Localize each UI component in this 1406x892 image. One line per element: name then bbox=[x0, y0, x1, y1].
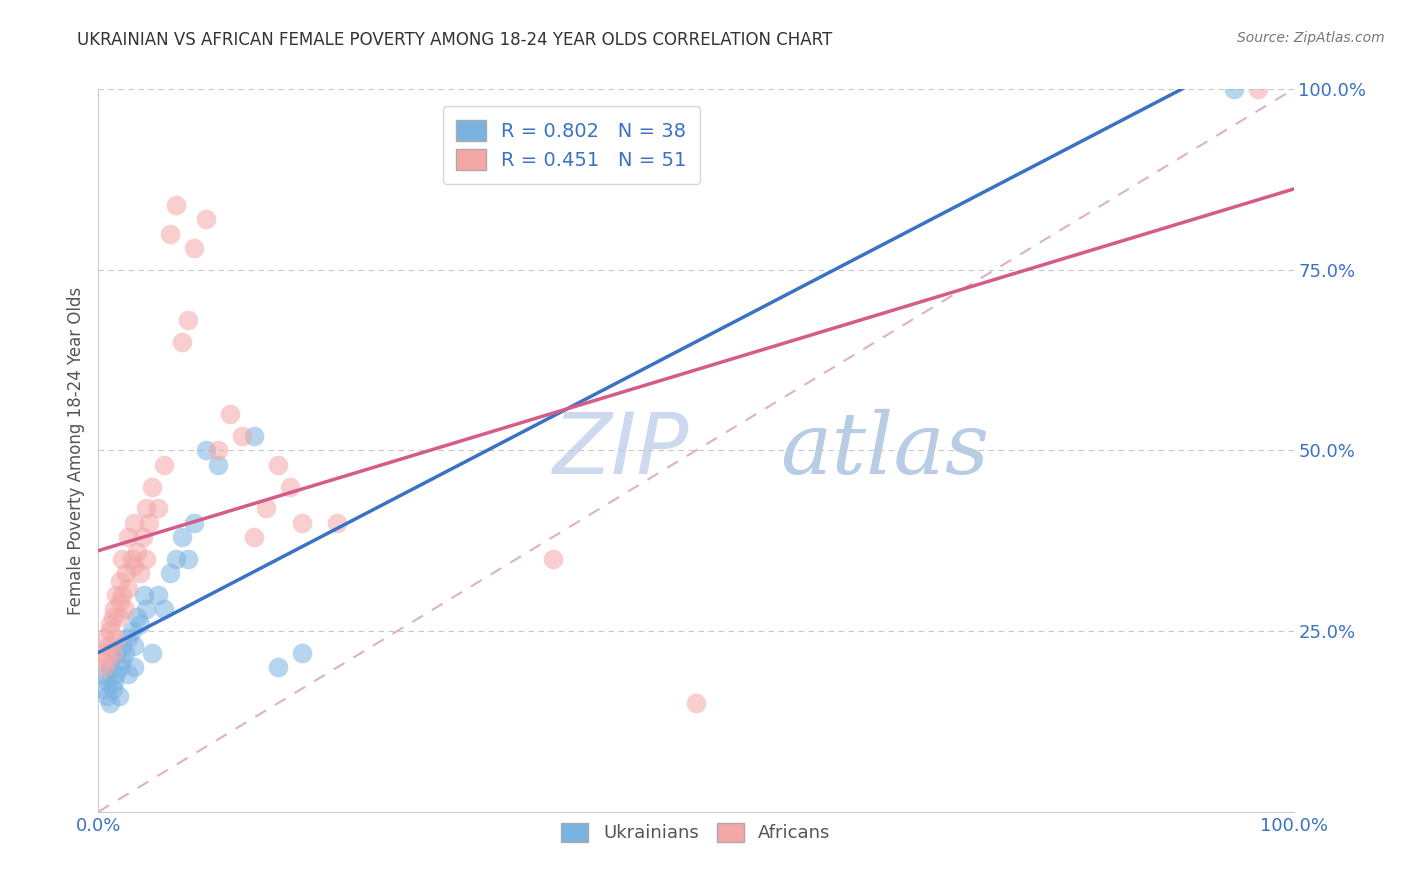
Point bbox=[129, 616, 152, 631]
Point bbox=[219, 407, 242, 421]
Point bbox=[159, 566, 181, 581]
Point bbox=[125, 544, 148, 558]
Point bbox=[98, 616, 122, 631]
Point bbox=[291, 516, 314, 530]
Point bbox=[96, 653, 118, 667]
Point bbox=[131, 530, 153, 544]
Point bbox=[1223, 82, 1246, 96]
Point bbox=[141, 480, 163, 494]
Point bbox=[97, 674, 120, 689]
Point bbox=[172, 334, 194, 349]
Point bbox=[153, 602, 176, 616]
Legend: Ukrainians, Africans: Ukrainians, Africans bbox=[554, 815, 838, 850]
Point bbox=[685, 696, 707, 710]
Point bbox=[103, 602, 125, 616]
Point bbox=[207, 443, 229, 458]
Point bbox=[103, 674, 125, 689]
Point bbox=[195, 212, 218, 227]
Point bbox=[114, 602, 136, 616]
Point bbox=[111, 551, 134, 566]
Point bbox=[243, 429, 266, 443]
Point bbox=[93, 681, 115, 696]
Point bbox=[121, 551, 143, 566]
Point bbox=[132, 588, 155, 602]
Point bbox=[93, 646, 115, 660]
Point bbox=[165, 198, 187, 212]
Point bbox=[135, 551, 157, 566]
Point bbox=[101, 609, 124, 624]
Point bbox=[177, 313, 200, 327]
Point bbox=[254, 501, 277, 516]
Point bbox=[243, 530, 266, 544]
Point bbox=[117, 530, 139, 544]
Point bbox=[124, 660, 146, 674]
Point bbox=[267, 660, 290, 674]
Point bbox=[105, 588, 128, 602]
Point bbox=[177, 551, 200, 566]
Point bbox=[117, 667, 139, 681]
Point bbox=[148, 501, 170, 516]
Point bbox=[165, 551, 187, 566]
Point bbox=[125, 609, 148, 624]
Point bbox=[108, 660, 131, 674]
Point bbox=[105, 646, 128, 660]
Point bbox=[98, 624, 122, 639]
Point bbox=[129, 566, 152, 581]
Point bbox=[153, 458, 176, 472]
Point bbox=[93, 667, 115, 681]
Point bbox=[101, 681, 124, 696]
Point bbox=[172, 530, 194, 544]
Point bbox=[93, 660, 115, 674]
Point bbox=[124, 516, 146, 530]
Point bbox=[108, 595, 131, 609]
Point bbox=[98, 696, 122, 710]
Text: Source: ZipAtlas.com: Source: ZipAtlas.com bbox=[1237, 31, 1385, 45]
Point bbox=[97, 639, 120, 653]
Point bbox=[105, 667, 128, 681]
Point bbox=[135, 602, 157, 616]
Point bbox=[291, 646, 314, 660]
Point bbox=[111, 653, 134, 667]
Point bbox=[148, 588, 170, 602]
Point bbox=[121, 624, 143, 639]
Point bbox=[105, 632, 128, 646]
Point bbox=[195, 443, 218, 458]
Point bbox=[231, 429, 253, 443]
Point bbox=[117, 632, 139, 646]
Point bbox=[108, 574, 131, 588]
Point bbox=[541, 551, 564, 566]
Y-axis label: Female Poverty Among 18-24 Year Olds: Female Poverty Among 18-24 Year Olds bbox=[66, 286, 84, 615]
Point bbox=[326, 516, 349, 530]
Point bbox=[117, 581, 139, 595]
Point bbox=[107, 689, 129, 703]
Point bbox=[141, 646, 163, 660]
Point bbox=[1247, 82, 1270, 96]
Point bbox=[183, 241, 205, 255]
Text: UKRAINIAN VS AFRICAN FEMALE POVERTY AMONG 18-24 YEAR OLDS CORRELATION CHART: UKRAINIAN VS AFRICAN FEMALE POVERTY AMON… bbox=[77, 31, 832, 49]
Point bbox=[159, 227, 181, 241]
Point bbox=[267, 458, 290, 472]
Point bbox=[114, 646, 136, 660]
Point bbox=[278, 480, 301, 494]
Point bbox=[138, 516, 160, 530]
Point bbox=[111, 588, 134, 602]
Text: ZIP: ZIP bbox=[553, 409, 689, 492]
Point bbox=[98, 660, 122, 674]
Point bbox=[124, 639, 146, 653]
Point bbox=[111, 639, 134, 653]
Point bbox=[207, 458, 229, 472]
Point bbox=[115, 566, 138, 581]
Point bbox=[96, 689, 118, 703]
Point bbox=[101, 646, 124, 660]
Point bbox=[107, 609, 129, 624]
Text: atlas: atlas bbox=[779, 409, 988, 491]
Point bbox=[135, 501, 157, 516]
Point bbox=[93, 632, 115, 646]
Point bbox=[183, 516, 205, 530]
Point bbox=[124, 559, 146, 574]
